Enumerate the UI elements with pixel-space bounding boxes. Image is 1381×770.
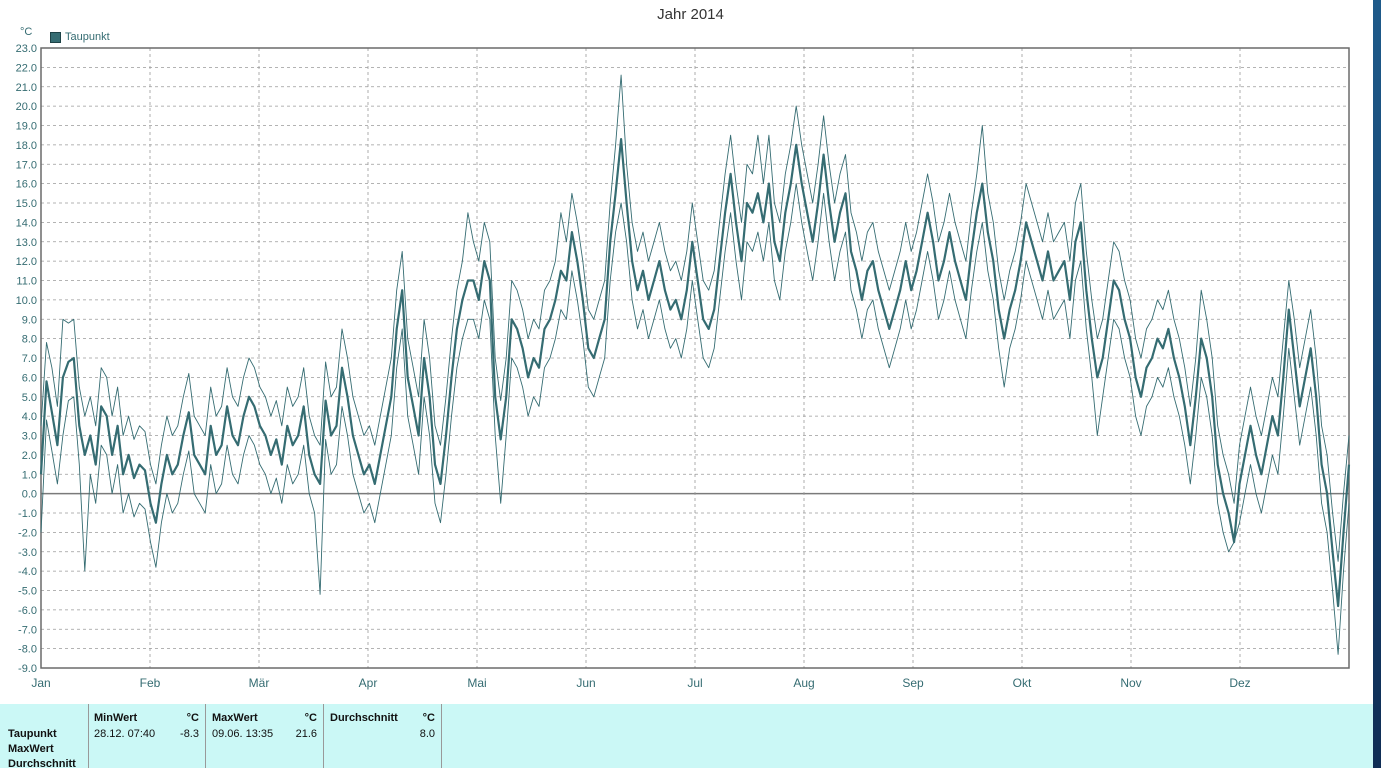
- x-tick-label: Sep: [902, 676, 924, 690]
- max-unit: °C: [304, 712, 317, 724]
- y-tick-label: 10.0: [16, 295, 37, 307]
- y-tick-label: 2.0: [22, 450, 37, 462]
- y-tick-label: 19.0: [16, 121, 37, 133]
- y-tick-label: -1.0: [18, 508, 37, 520]
- x-tick-label: Dez: [1229, 676, 1250, 690]
- y-tick-label: 21.0: [16, 82, 37, 94]
- y-tick-label: -9.0: [18, 663, 37, 675]
- y-tick-label: 18.0: [16, 140, 37, 152]
- y-tick-label: -2.0: [18, 527, 37, 539]
- min-unit: °C: [186, 712, 199, 724]
- plot-frame: [40, 47, 1350, 669]
- stats-min-column: MinWert °C 28.12. 07:40 -8.3: [88, 704, 206, 768]
- y-tick-label: 6.0: [22, 372, 37, 384]
- y-tick-label: 5.0: [22, 392, 37, 404]
- series-line-mean: [39, 138, 1351, 608]
- x-tick-label: Okt: [1013, 676, 1032, 690]
- y-tick-label: 20.0: [16, 101, 37, 113]
- x-tick-label: Nov: [1120, 676, 1141, 690]
- y-tick-label: 1.0: [22, 469, 37, 481]
- y-axis-unit: °C: [20, 26, 33, 38]
- min-value: -8.3: [180, 728, 199, 740]
- series-line-max: [40, 74, 1350, 562]
- x-tick-label: Jul: [687, 676, 702, 690]
- x-tick-label: Mär: [249, 676, 270, 690]
- y-tick-label: -8.0: [18, 644, 37, 656]
- avg-header: Durchschnitt: [330, 712, 398, 724]
- y-tick-label: 23.0: [16, 43, 37, 55]
- x-tick-label: Mai: [467, 676, 486, 690]
- avg-unit: °C: [422, 712, 435, 724]
- y-tick-label: 12.0: [16, 256, 37, 268]
- window-edge: [1373, 0, 1381, 768]
- y-tick-label: 9.0: [22, 314, 37, 326]
- y-tick-label: 17.0: [16, 159, 37, 171]
- y-tick-label: 0.0: [22, 489, 37, 501]
- min-header: MinWert: [94, 712, 138, 724]
- max-header: MaxWert: [212, 712, 258, 724]
- chart-plot: 23.0 22.0 21.0 20.0 19.0 18.0 17.0 16.0 15.0 14.0…: [16, 43, 1351, 690]
- y-tick-label: -3.0: [18, 547, 37, 559]
- legend: Taupunkt: [50, 31, 110, 43]
- stats-max-column: MaxWert °C 09.06. 13:35 21.6: [206, 704, 324, 768]
- y-tick-label: 14.0: [16, 217, 37, 229]
- avg-value: 8.0: [419, 728, 435, 740]
- x-tick-label: Feb: [140, 676, 161, 690]
- y-tick-label: -6.0: [18, 605, 37, 617]
- row-label-durchschnitt: Durchschnitt: [8, 758, 76, 770]
- y-tick-label: 8.0: [22, 334, 37, 346]
- row-label-taupunkt: Taupunkt: [8, 728, 57, 740]
- y-tick-label: -7.0: [18, 624, 37, 636]
- x-tick-label: Aug: [793, 676, 814, 690]
- y-tick-label: 13.0: [16, 237, 37, 249]
- y-tick-label: 11.0: [16, 276, 37, 288]
- y-tick-label: 16.0: [16, 179, 37, 191]
- max-value: 21.6: [295, 728, 317, 740]
- y-tick-label: 3.0: [22, 431, 37, 443]
- chart-title: Jahr 2014: [657, 6, 724, 23]
- min-datetime: 28.12. 07:40: [94, 728, 156, 740]
- series-line-min: [40, 183, 1350, 655]
- y-tick-label: -5.0: [18, 586, 37, 598]
- x-tick-label: Apr: [359, 676, 378, 690]
- x-tick-label: Jan: [31, 676, 50, 690]
- stats-panel: Taupunkt MaxWert Durchschnitt MinWert °C…: [0, 704, 1373, 770]
- stats-avg-column: Durchschnitt °C 8.0: [324, 704, 442, 768]
- max-datetime: 09.06. 13:35: [212, 728, 274, 740]
- legend-swatch: [50, 31, 61, 43]
- stats-label-column: [0, 704, 89, 768]
- x-tick-label: Jun: [576, 676, 595, 690]
- y-tick-label: -4.0: [18, 566, 37, 578]
- legend-label: Taupunkt: [65, 31, 110, 43]
- y-tick-label: 4.0: [22, 411, 37, 423]
- y-tick-label: 7.0: [22, 353, 37, 365]
- y-tick-label: 15.0: [16, 198, 37, 210]
- y-tick-label: 22.0: [16, 62, 37, 74]
- row-label-maxwert: MaxWert: [8, 743, 54, 755]
